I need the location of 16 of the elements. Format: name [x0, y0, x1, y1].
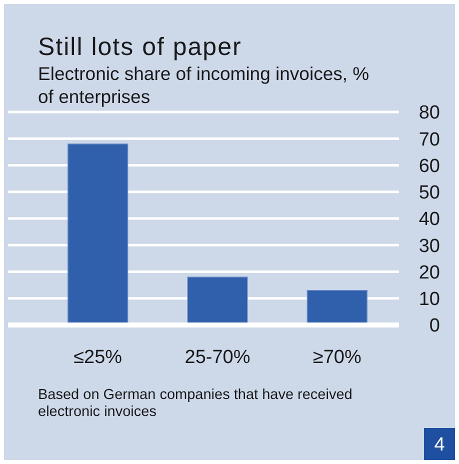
- y-tick-label: 50: [418, 182, 440, 204]
- y-tick-label: 80: [418, 102, 440, 124]
- y-tick-label: 10: [418, 289, 440, 310]
- x-tick-label: 25-70%: [184, 347, 250, 368]
- chart-subtitle: Electronic share of incoming invoices, % of enterprises: [38, 63, 370, 107]
- x-tick-label: ≤25%: [74, 347, 122, 368]
- y-tick-label: 60: [418, 156, 440, 177]
- y-tick-label: 30: [418, 236, 440, 257]
- text: 4: [434, 434, 446, 456]
- y-tick-label: 20: [418, 262, 440, 284]
- text: Based on German companies that have received electronic invoices: [38, 387, 352, 420]
- x-tick-label: ≥70%: [312, 347, 362, 368]
- y-tick-label: 70: [418, 129, 440, 150]
- chart-title: Still lots of paper: [38, 33, 242, 61]
- y-tick-label: 40: [418, 209, 440, 230]
- y-tick-label: 0: [429, 316, 440, 337]
